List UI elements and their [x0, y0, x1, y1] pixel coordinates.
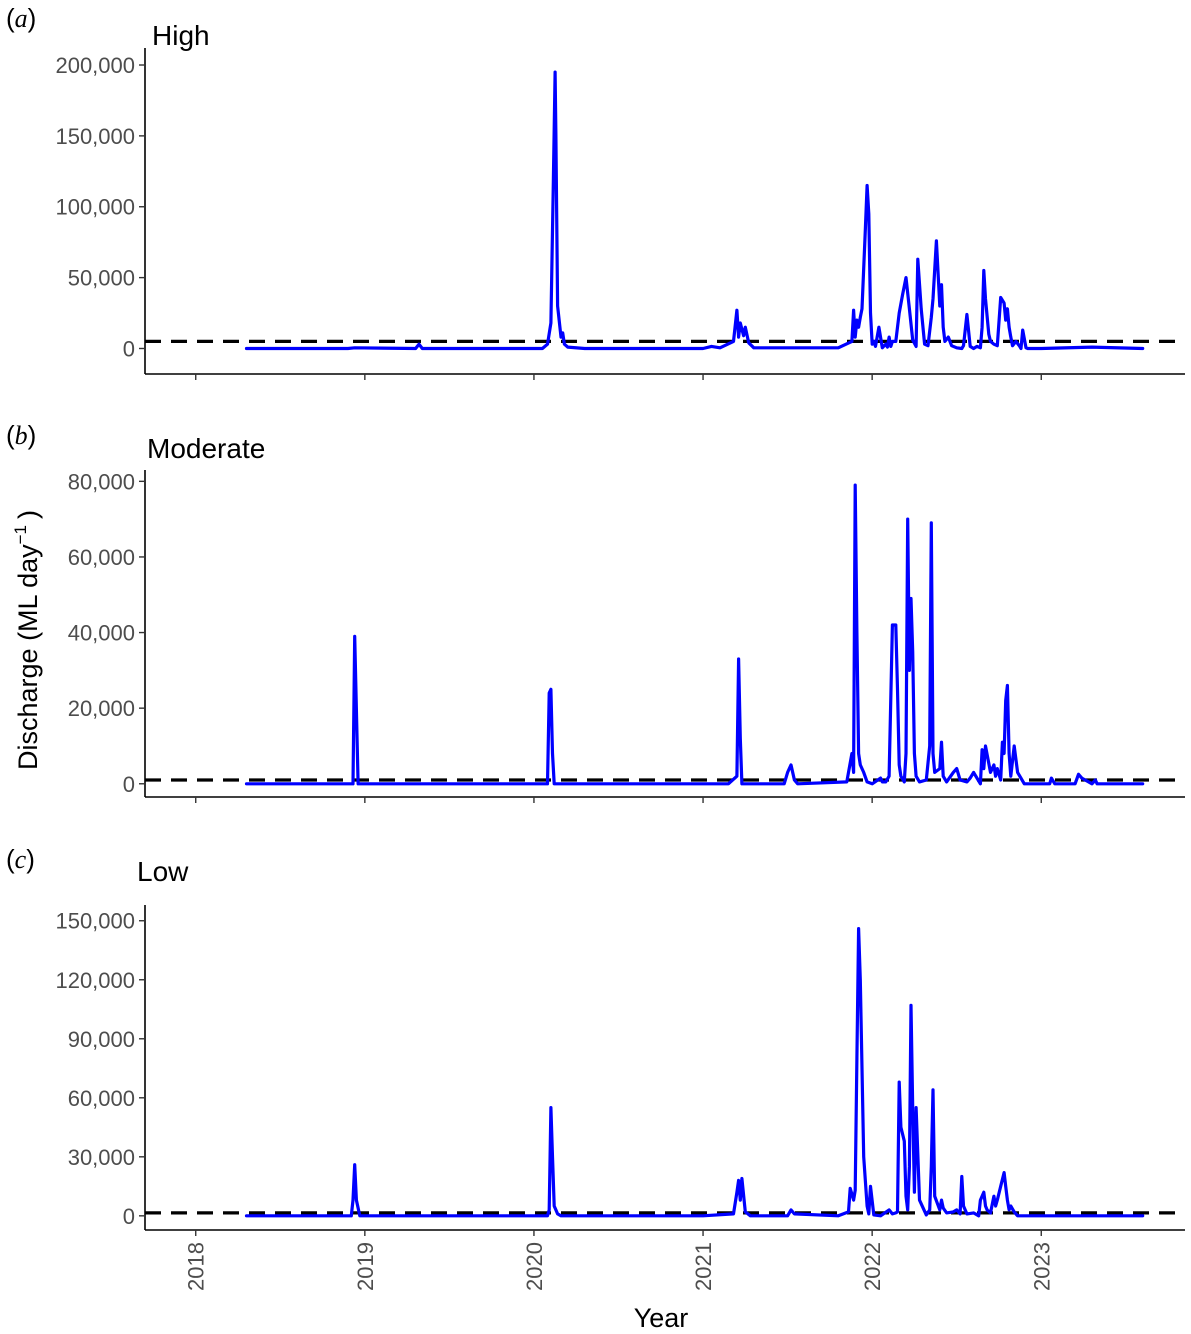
- y-tick-label: 60,000: [68, 1086, 135, 1111]
- discharge-series-line: [244, 483, 1145, 786]
- y-tick-label: 150,000: [55, 909, 135, 934]
- x-tick-label: 2022: [860, 1242, 885, 1291]
- y-tick-label: 50,000: [68, 266, 135, 291]
- y-tick-label: 60,000: [68, 545, 135, 570]
- y-tick-label: 120,000: [55, 968, 135, 993]
- panel-letter: (b): [6, 420, 36, 450]
- y-tick-label: 80,000: [68, 469, 135, 494]
- x-tick-label: 2020: [522, 1242, 547, 1291]
- discharge-series-line: [244, 927, 1145, 1218]
- discharge-series-line: [244, 70, 1145, 351]
- x-tick-label: 2023: [1029, 1242, 1054, 1291]
- x-tick-label: 2021: [691, 1242, 716, 1291]
- y-tick-label: 150,000: [55, 124, 135, 149]
- panel-b: (b) Moderate 0 20,000 40,000 60,000 80,000: [6, 420, 1185, 803]
- y-tick-label: 200,000: [55, 53, 135, 78]
- y-tick-label: 0: [123, 772, 135, 797]
- x-tick-label: 2018: [184, 1242, 209, 1291]
- panel-letter: (c): [6, 844, 35, 874]
- y-tick-label: 0: [123, 336, 135, 361]
- panel-a: (a) High 0 50,000 100,000 150,000 200,000: [6, 3, 1185, 380]
- panel-title: High: [152, 20, 210, 51]
- y-tick-label: 90,000: [68, 1027, 135, 1052]
- y-tick-label: 100,000: [55, 195, 135, 220]
- panel-title: Low: [137, 856, 189, 887]
- x-axis-title: Year: [634, 1303, 689, 1333]
- x-tick-label: 2019: [353, 1242, 378, 1291]
- y-tick-label: 0: [123, 1204, 135, 1229]
- panel-c: (c) Low 0 30,000 60,000 90,000 120,000 150,000 2…: [6, 844, 1185, 1291]
- panel-title: Moderate: [147, 433, 265, 464]
- y-axis-title: Discharge (ML day−1): [11, 510, 43, 770]
- y-tick-label: 20,000: [68, 696, 135, 721]
- panel-letter: (a): [6, 3, 36, 33]
- y-tick-label: 40,000: [68, 621, 135, 646]
- y-tick-label: 30,000: [68, 1145, 135, 1170]
